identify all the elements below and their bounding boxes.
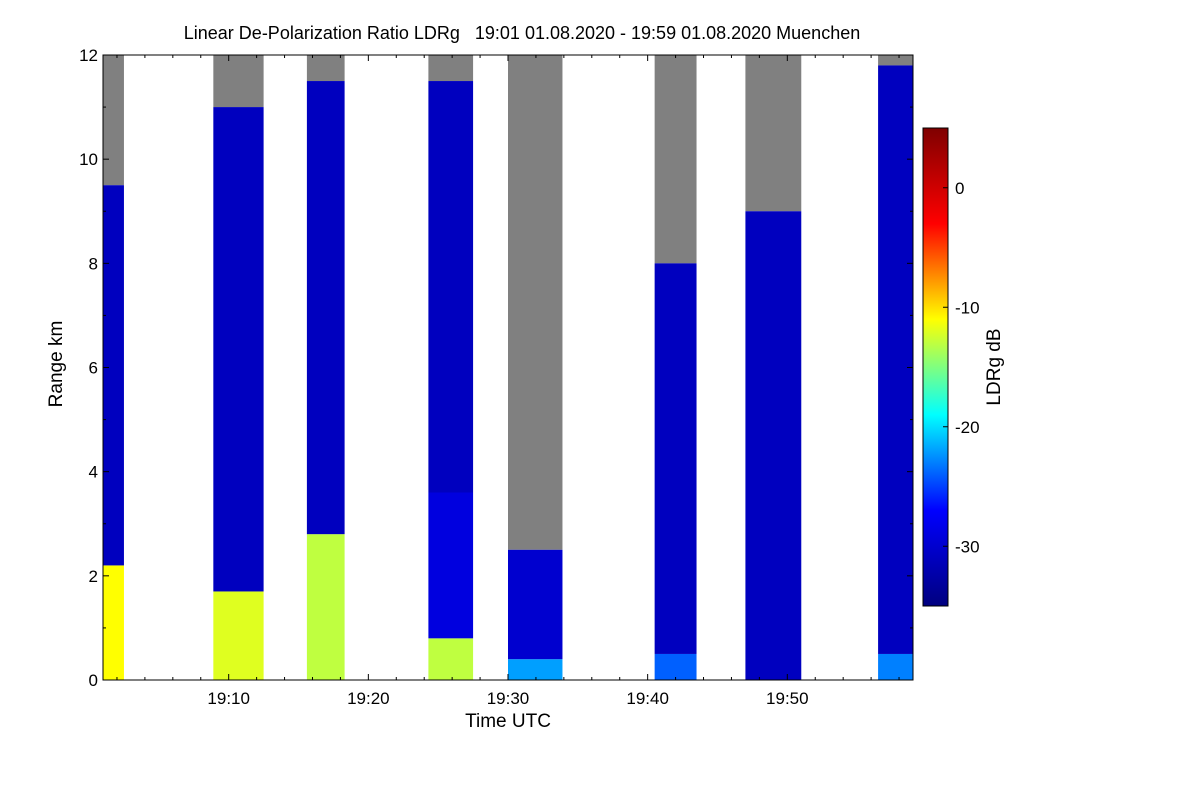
y-tick-label: 4 <box>89 463 98 482</box>
y-axis: 0 2 4 6 8 10 12 <box>79 46 913 690</box>
colorbar-tick-label: 0 <box>955 179 964 198</box>
measurement-period <box>103 55 124 680</box>
colorbar-tick-label: -10 <box>955 298 980 317</box>
no-signal-region <box>103 55 124 186</box>
ldr-layer <box>878 65 913 654</box>
plot-area <box>103 55 913 680</box>
x-tick-label: 19:30 <box>487 689 530 708</box>
ldr-layer <box>103 565 124 680</box>
x-tick-label: 19:40 <box>626 689 669 708</box>
ldr-layer <box>428 638 474 680</box>
colorbar-tick-label: -20 <box>955 418 980 437</box>
chart-title: Linear De-Polarization Ratio LDRg 19:01 … <box>184 23 860 43</box>
ldr-layer <box>428 81 474 493</box>
measurement-period <box>428 55 474 680</box>
measurement-period <box>508 55 563 680</box>
measurement-period <box>654 55 697 680</box>
y-axis-label: Range km <box>46 321 67 408</box>
ldr-layer <box>306 81 345 535</box>
x-axis: 19:10 19:20 19:30 19:40 19:50 <box>116 55 900 708</box>
x-axis-label: Time UTC <box>465 711 551 732</box>
ldr-layer <box>103 185 124 566</box>
x-tick-label: 19:10 <box>207 689 250 708</box>
ldr-layer <box>508 549 563 660</box>
ldr-layer <box>745 211 802 680</box>
ldr-layer <box>306 534 345 680</box>
x-tick-label: 19:20 <box>347 689 390 708</box>
measurement-period <box>306 55 345 680</box>
no-signal-region <box>213 55 264 108</box>
y-tick-label: 0 <box>89 671 98 690</box>
measurement-period <box>878 55 913 680</box>
ldr-layer <box>213 591 264 680</box>
no-signal-region <box>428 55 474 82</box>
colorbar-label: LDRg dB <box>984 328 1005 405</box>
colorbar <box>922 127 949 607</box>
no-signal-region <box>745 55 802 212</box>
y-tick-label: 2 <box>89 567 98 586</box>
y-tick-label: 8 <box>89 254 98 273</box>
ldr-layer <box>654 263 697 654</box>
no-signal-region <box>508 55 563 550</box>
no-signal-region <box>654 55 697 264</box>
y-tick-label: 12 <box>79 46 98 65</box>
measurement-period <box>745 55 802 680</box>
no-signal-region <box>878 55 913 66</box>
y-tick-label: 10 <box>79 150 98 169</box>
ldr-layer <box>654 653 697 680</box>
ldr-layer <box>508 659 563 680</box>
colorbar-ticks: 0 -10 -20 -30 <box>943 179 980 556</box>
ldr-layer <box>428 492 474 639</box>
measurement-period <box>213 55 264 680</box>
y-tick-label: 6 <box>89 359 98 378</box>
x-tick-label: 19:50 <box>766 689 809 708</box>
colorbar-tick-label: -30 <box>955 537 980 556</box>
ldr-layer <box>213 107 264 592</box>
ldr-layer <box>878 653 913 680</box>
no-signal-region <box>306 55 345 82</box>
